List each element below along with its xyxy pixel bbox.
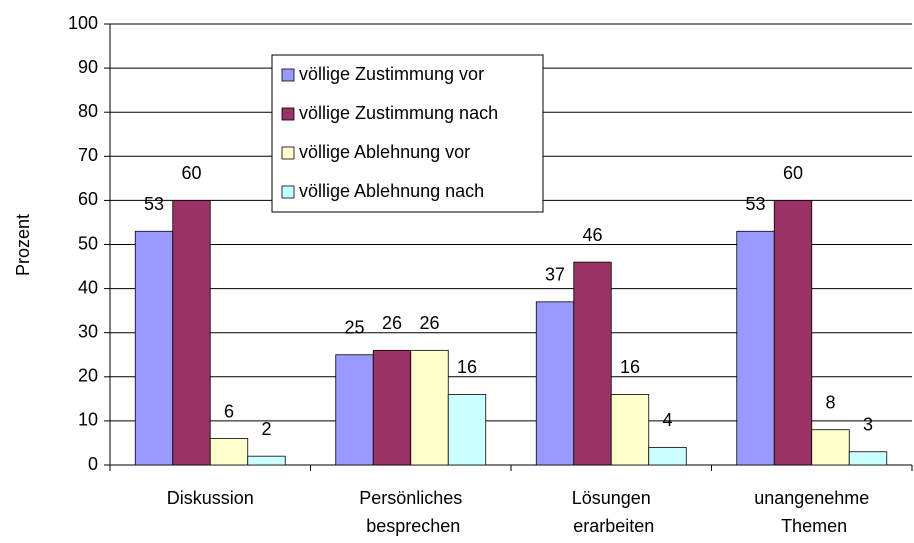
bar: [172, 199, 211, 466]
bar: [209, 438, 249, 466]
data-label: 25: [344, 318, 364, 338]
y-tick-label: 0: [88, 454, 98, 474]
legend-swatch: [281, 107, 295, 121]
bar: [335, 354, 374, 466]
data-label: 60: [181, 163, 201, 183]
data-label: 46: [582, 225, 602, 245]
y-axis-label: Prozent: [13, 214, 33, 276]
bar: [573, 261, 612, 466]
bar: [610, 394, 650, 466]
legend-label: völlige Ablehnung nach: [299, 181, 484, 201]
y-tick-label: 100: [68, 13, 98, 33]
x-tick-label: unangenehme Themen: [754, 488, 869, 536]
y-tick-label: 20: [78, 366, 98, 386]
y-tick-label: 30: [78, 321, 98, 341]
y-tick-label: 60: [78, 189, 98, 209]
data-label: 37: [545, 265, 565, 285]
y-tick-label: 70: [78, 145, 98, 165]
bar: [134, 230, 174, 466]
bar: [372, 349, 412, 466]
legend-label: völlige Zustimmung vor: [299, 64, 484, 84]
legend-swatch: [281, 185, 295, 199]
data-label: 26: [382, 313, 402, 333]
y-tick-label: 80: [78, 101, 98, 121]
data-label: 26: [419, 313, 439, 333]
bar: [648, 446, 687, 466]
data-label: 4: [662, 410, 672, 430]
legend-label: völlige Ablehnung vor: [299, 142, 470, 162]
data-label: 2: [261, 419, 271, 439]
data-label: 8: [825, 392, 835, 412]
bar: [535, 301, 575, 466]
legend-swatch: [281, 68, 295, 82]
bar: [848, 451, 888, 466]
legend-label: völlige Zustimmung nach: [299, 103, 498, 123]
data-label: 53: [144, 194, 164, 214]
x-tick-label: Lösungen erarbeiten: [568, 488, 654, 536]
y-tick-label: 50: [78, 233, 98, 253]
data-label: 6: [224, 401, 234, 421]
data-label: 53: [745, 194, 765, 214]
bar: [447, 394, 487, 466]
data-label: 16: [620, 357, 640, 377]
data-label: 3: [863, 415, 873, 435]
data-label: 16: [457, 357, 477, 377]
y-tick-label: 40: [78, 277, 98, 297]
y-tick-label: 90: [78, 57, 98, 77]
bar: [247, 455, 286, 466]
x-tick-label: Diskussion: [167, 488, 254, 508]
legend-swatch: [281, 146, 295, 160]
data-label: 60: [783, 163, 803, 183]
legend-box: [271, 54, 544, 213]
bar: [811, 429, 850, 466]
bar: [773, 199, 813, 466]
y-tick-label: 10: [78, 410, 98, 430]
bar: [736, 230, 775, 466]
x-tick-label: Persönliches besprechen: [359, 488, 462, 536]
bar: [410, 349, 449, 466]
